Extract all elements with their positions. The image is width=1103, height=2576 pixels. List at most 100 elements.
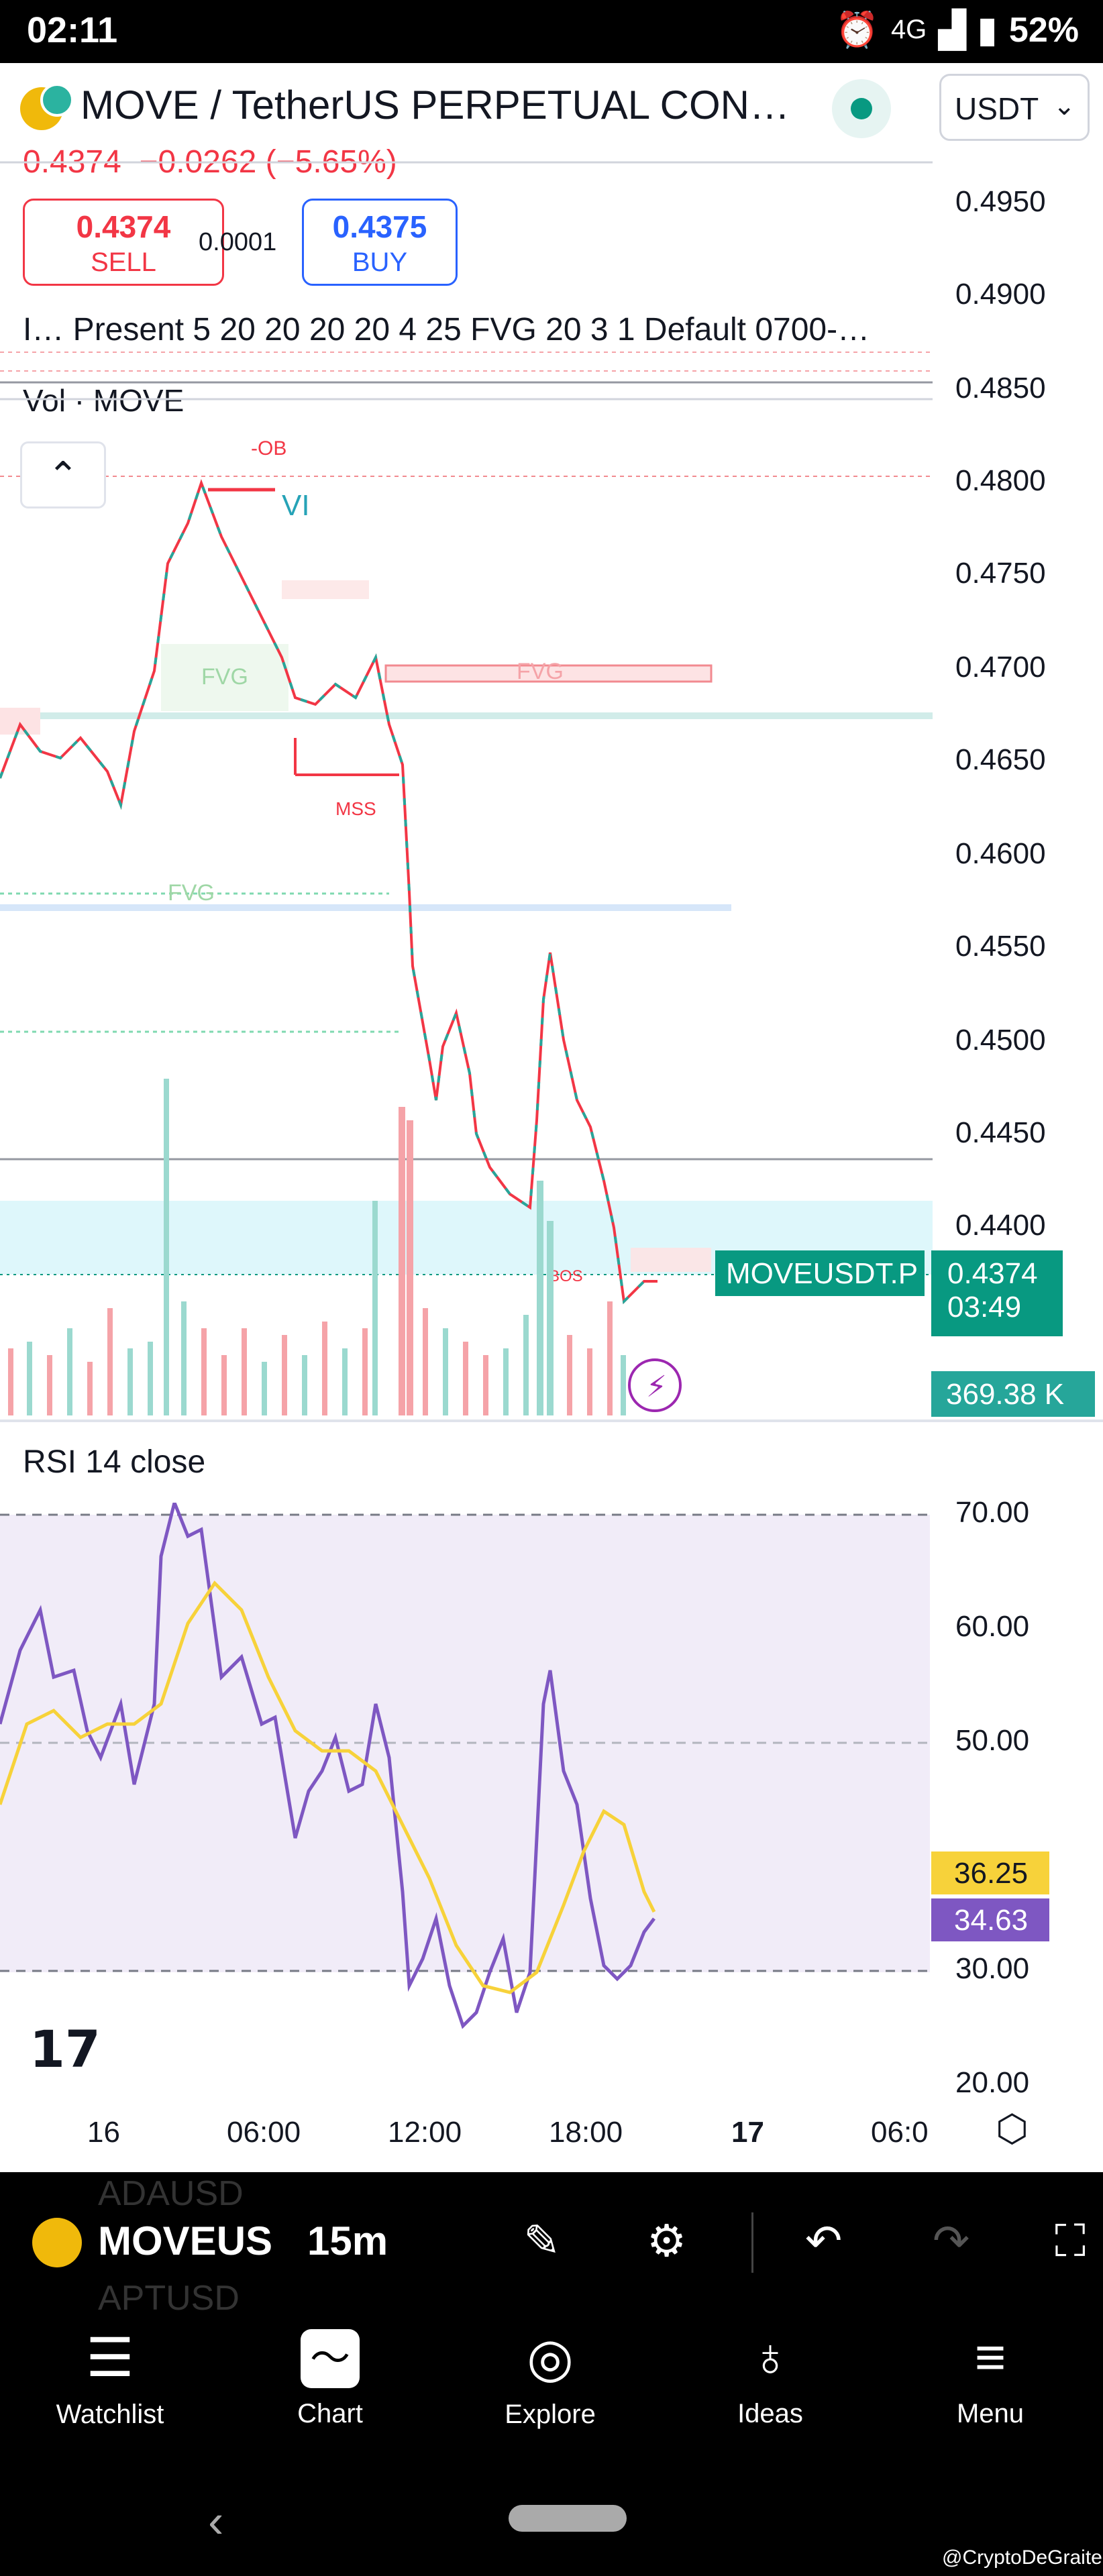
nav-ideas[interactable]: ♁ Ideas xyxy=(690,2326,851,2429)
symbol-logo-icon xyxy=(32,2218,82,2267)
watchlist-icon: ☰ xyxy=(86,2328,134,2387)
bottom-nav: ☰ Watchlist 〜 Chart ◎ Explore ♁ Ideas ≡ … xyxy=(0,2313,1103,2467)
current-price: 0.4374 xyxy=(947,1257,1038,1290)
nav-menu[interactable]: ≡ Menu xyxy=(910,2326,1071,2429)
ghost-symbol-above: ADAUSD xyxy=(98,2174,244,2213)
bos-label: BOS xyxy=(549,1267,583,1285)
chevron-up-icon: ⌃ xyxy=(47,454,79,496)
rsi-tick: 20.00 xyxy=(955,2066,1030,2099)
compass-icon: ◎ xyxy=(527,2328,574,2387)
pencil-icon[interactable]: ✎ xyxy=(523,2216,561,2265)
time-tick: 06:00 xyxy=(227,2116,301,2149)
nav-label: Watchlist xyxy=(56,2400,164,2429)
volume-tag: 369.38 K xyxy=(931,1371,1095,1417)
price-chart[interactable]: -OB VI FVG FVG FVG MSS BOS xyxy=(0,148,933,1415)
countdown: 03:49 xyxy=(947,1291,1022,1324)
symbol-selector[interactable]: MOVEUS xyxy=(98,2218,273,2263)
sell-price: 0.4374 xyxy=(76,209,171,244)
price-tick: 0.4500 xyxy=(955,1024,1046,1057)
network-label: 4G xyxy=(890,15,927,44)
price-tick: 0.4450 xyxy=(955,1116,1046,1149)
pane-divider[interactable] xyxy=(0,1419,1103,1422)
chart-icon: 〜 xyxy=(301,2329,360,2388)
status-bar: 02:11 ⏰ 4G ▟ ▮ 52% xyxy=(0,0,1103,63)
buy-price: 0.4375 xyxy=(332,209,427,244)
interval-selector[interactable]: 15m xyxy=(307,2218,388,2263)
svg-text:⚡: ⚡ xyxy=(646,1370,667,1404)
battery-label: 52% xyxy=(1008,10,1079,50)
time-tick: 18:00 xyxy=(549,2116,623,2149)
watermark: @CryptoDeGraite xyxy=(942,2546,1102,2569)
system-nav: ‹ @CryptoDeGraite xyxy=(0,2467,1103,2576)
ghost-symbol-below: APTUSD xyxy=(98,2279,240,2318)
symbol-title[interactable]: MOVE / TetherUS PERPETUAL CON… xyxy=(81,83,790,127)
currency-value: USDT xyxy=(955,91,1039,126)
price-tick: 0.4700 xyxy=(955,651,1046,684)
rsi-legend[interactable]: RSI 14 close xyxy=(23,1444,206,1480)
buy-label: BUY xyxy=(352,248,408,277)
lightbulb-icon: ♁ xyxy=(750,2327,790,2387)
undo-icon[interactable]: ↶ xyxy=(805,2216,843,2265)
tradingview-logo-icon: 17 xyxy=(30,2019,101,2079)
nav-label: Ideas xyxy=(737,2399,803,2428)
time-tick: 17 xyxy=(731,2116,764,2149)
ob-label: -OB xyxy=(251,437,286,460)
rsi-chart[interactable] xyxy=(0,1503,933,2106)
spread-value: 0.0001 xyxy=(199,228,277,256)
sell-label: SELL xyxy=(91,248,156,277)
fullscreen-icon[interactable]: ⛶ xyxy=(1055,2216,1086,2265)
toolbar-divider xyxy=(751,2212,753,2273)
buy-button[interactable]: 0.4375 BUY xyxy=(302,199,458,286)
redo-icon[interactable]: ↷ xyxy=(933,2216,970,2265)
nav-label: Explore xyxy=(505,2400,596,2429)
signal-icon: ▟ xyxy=(939,10,966,50)
chevron-down-icon: ⌄ xyxy=(1053,91,1075,121)
current-price-tag: 0.4374 03:49 xyxy=(931,1250,1063,1336)
nav-explore[interactable]: ◎ Explore xyxy=(470,2326,631,2430)
nav-label: Menu xyxy=(956,2399,1025,2428)
symbol-logo-icon xyxy=(20,83,74,130)
sliders-icon[interactable]: ⚙ xyxy=(647,2216,687,2265)
vi-label: VI xyxy=(282,489,310,522)
bolt-icon xyxy=(628,1358,682,1412)
status-time: 02:11 xyxy=(27,10,118,50)
volume-bars xyxy=(8,1079,626,1415)
time-tick: 16 xyxy=(87,2116,120,2149)
price-tick: 0.4800 xyxy=(955,464,1046,497)
rsi-ma-tag: 36.25 xyxy=(931,1851,1049,1894)
price-tick: 0.4950 xyxy=(955,185,1046,218)
price-tick: 0.4900 xyxy=(955,278,1046,311)
fvg-label-2: FVG xyxy=(517,659,564,684)
rsi-tick: 70.00 xyxy=(955,1496,1030,1529)
back-icon[interactable]: ‹ xyxy=(208,2495,224,2547)
sell-button[interactable]: 0.4374 SELL xyxy=(23,199,224,286)
rsi-value-tag: 34.63 xyxy=(931,1898,1049,1941)
collapse-button[interactable]: ⌃ xyxy=(20,441,106,508)
time-tick: 06:0 xyxy=(871,2116,929,2149)
nav-label: Chart xyxy=(297,2399,363,2428)
volume-legend[interactable]: Vol · MOVE xyxy=(23,383,185,418)
price-tick: 0.4400 xyxy=(955,1209,1046,1242)
mss-label: MSS xyxy=(335,798,376,819)
nav-watchlist[interactable]: ☰ Watchlist xyxy=(30,2326,191,2430)
home-pill[interactable] xyxy=(509,2505,627,2532)
menu-icon: ≡ xyxy=(974,2327,1006,2387)
price-tick: 0.4600 xyxy=(955,837,1046,870)
indicator-legend[interactable]: I… Present 5 20 20 20 20 4 25 FVG 20 3 1… xyxy=(23,312,870,347)
nav-chart[interactable]: 〜 Chart xyxy=(250,2326,411,2429)
rsi-tick: 50.00 xyxy=(955,1724,1030,1757)
currency-select[interactable]: USDT ⌄ xyxy=(939,74,1090,141)
price-tick: 0.4650 xyxy=(955,743,1046,776)
settings-hexagon-icon[interactable]: ⬡ xyxy=(996,2107,1029,2149)
battery-icon: ▮ xyxy=(978,10,997,50)
chart-toolbar: ADAUSD APTUSD MOVEUS 15m ✎ ⚙ ↶ ↷ ⛶ xyxy=(0,2172,1103,2318)
time-tick: 12:00 xyxy=(388,2116,462,2149)
rsi-tick: 60.00 xyxy=(955,1610,1030,1643)
price-tick: 0.4550 xyxy=(955,930,1046,963)
fvg-label: FVG xyxy=(201,664,248,690)
price-tick: 0.4850 xyxy=(955,372,1046,405)
market-status-icon[interactable] xyxy=(832,79,891,138)
fvg-label-3: FVG xyxy=(168,880,215,906)
price-tick: 0.4750 xyxy=(955,557,1046,590)
alarm-icon: ⏰ xyxy=(835,11,879,50)
